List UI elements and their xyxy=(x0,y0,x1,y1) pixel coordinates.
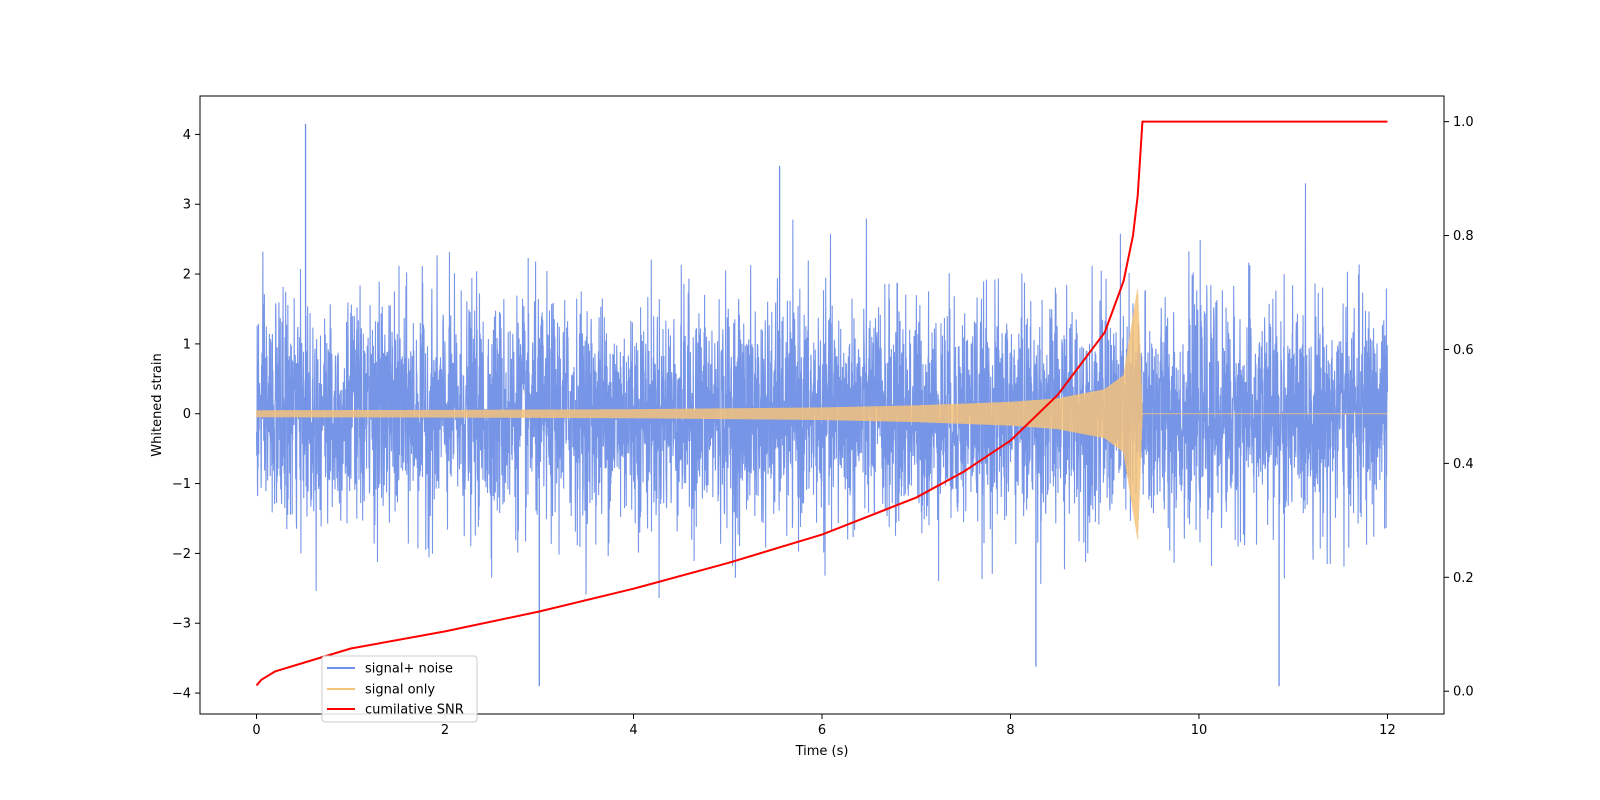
signal-only-line xyxy=(256,289,1388,540)
y-tick-label: −1 xyxy=(172,477,191,492)
x-tick-label: 12 xyxy=(1379,723,1396,738)
x-tick-label: 2 xyxy=(441,723,449,738)
legend-label-signal-only: signal only xyxy=(365,683,435,698)
y-tick-label: 4 xyxy=(183,128,191,143)
x-tick-label: 10 xyxy=(1191,723,1208,738)
y2-axis-ticks: 0.0 0.2 0.4 0.6 0.8 1.0 xyxy=(1444,115,1474,700)
y-axis-ticks: −4 −3 −2 −1 0 1 2 3 4 xyxy=(172,128,200,702)
y-tick-label: 1 xyxy=(183,337,191,352)
legend-box xyxy=(321,655,478,723)
cumulative-snr-series xyxy=(255,120,1388,687)
x-axis-ticks: 0 2 4 6 8 10 12 xyxy=(252,714,1396,738)
y-tick-label: −4 xyxy=(172,687,191,702)
legend-label-signal-plus-noise: signal+ noise xyxy=(365,662,453,677)
x-tick-label: 0 xyxy=(252,723,260,738)
y-tick-label: −2 xyxy=(172,547,191,562)
signal-plus-noise-series xyxy=(256,123,1388,687)
y2-tick-label: 0.2 xyxy=(1453,571,1474,586)
x-tick-label: 8 xyxy=(1006,723,1014,738)
cumulative-snr-line xyxy=(255,120,1388,687)
y2-tick-label: 0.0 xyxy=(1453,685,1474,700)
legend-label-cumulative-snr: cumilative SNR xyxy=(365,703,464,718)
y2-tick-label: 0.6 xyxy=(1453,343,1474,358)
y-axis-label: Whitened strain xyxy=(150,353,165,456)
y-tick-label: −3 xyxy=(172,617,191,632)
y2-tick-label: 0.4 xyxy=(1453,457,1474,472)
y2-tick-label: 0.8 xyxy=(1453,229,1474,244)
signal-plus-noise-line xyxy=(256,183,1388,598)
y-tick-label: 0 xyxy=(183,407,191,422)
y-tick-label: 3 xyxy=(183,198,191,213)
y2-tick-label: 1.0 xyxy=(1453,115,1474,130)
x-tick-label: 4 xyxy=(629,723,637,738)
x-tick-label: 6 xyxy=(818,723,826,738)
x-axis-label: Time (s) xyxy=(795,744,849,759)
y-tick-label: 2 xyxy=(183,268,191,283)
signal-only-series xyxy=(256,289,1388,540)
legend: signal+ noise signal only cumilative SNR xyxy=(321,655,478,723)
